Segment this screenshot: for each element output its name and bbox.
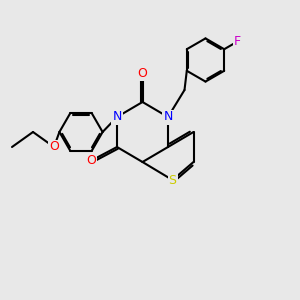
Text: S: S bbox=[169, 173, 176, 187]
Text: N: N bbox=[163, 110, 173, 124]
Text: O: O bbox=[87, 154, 96, 167]
Text: N: N bbox=[112, 110, 122, 124]
Text: O: O bbox=[138, 67, 147, 80]
Text: O: O bbox=[49, 140, 59, 154]
Text: F: F bbox=[234, 35, 241, 48]
